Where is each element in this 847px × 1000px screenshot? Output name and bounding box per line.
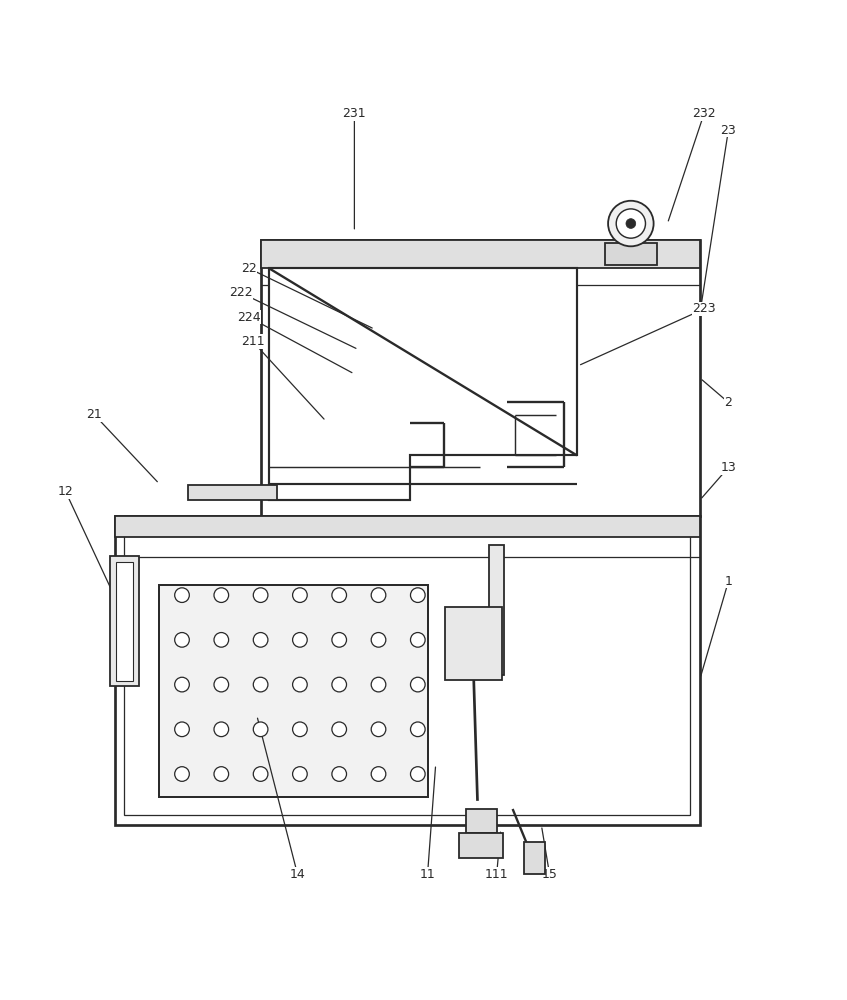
Bar: [125, 526, 690, 815]
Polygon shape: [269, 268, 577, 500]
Circle shape: [214, 767, 229, 781]
Circle shape: [214, 588, 229, 602]
Circle shape: [332, 677, 346, 692]
Bar: [605, 243, 657, 265]
Text: 232: 232: [692, 107, 716, 120]
Circle shape: [292, 767, 307, 781]
Circle shape: [253, 677, 268, 692]
Circle shape: [371, 767, 386, 781]
Text: 1: 1: [724, 575, 733, 588]
Text: 223: 223: [692, 302, 716, 315]
Circle shape: [174, 677, 190, 692]
Text: 15: 15: [541, 868, 557, 881]
Text: 21: 21: [86, 408, 102, 421]
Bar: [110, 556, 139, 686]
Text: 12: 12: [58, 485, 74, 498]
Bar: [459, 833, 503, 858]
Circle shape: [608, 201, 654, 246]
Bar: [466, 809, 496, 833]
Circle shape: [371, 677, 386, 692]
Circle shape: [253, 588, 268, 602]
Bar: [446, 607, 502, 680]
Text: 23: 23: [721, 124, 736, 137]
Circle shape: [411, 767, 425, 781]
Circle shape: [411, 722, 425, 737]
Circle shape: [626, 219, 636, 228]
Circle shape: [411, 677, 425, 692]
Text: 13: 13: [721, 461, 736, 474]
Circle shape: [214, 722, 229, 737]
Bar: [116, 562, 133, 681]
Text: 211: 211: [241, 335, 264, 348]
Circle shape: [617, 209, 645, 238]
Circle shape: [371, 722, 386, 737]
Circle shape: [332, 588, 346, 602]
Circle shape: [292, 633, 307, 647]
Circle shape: [214, 677, 229, 692]
Bar: [490, 545, 504, 675]
Circle shape: [332, 722, 346, 737]
Bar: [261, 240, 700, 516]
Circle shape: [292, 588, 307, 602]
Circle shape: [174, 588, 190, 602]
Circle shape: [174, 767, 190, 781]
Circle shape: [253, 722, 268, 737]
Circle shape: [292, 722, 307, 737]
Circle shape: [332, 633, 346, 647]
Circle shape: [411, 588, 425, 602]
Circle shape: [174, 722, 190, 737]
Text: 14: 14: [290, 868, 305, 881]
Circle shape: [253, 633, 268, 647]
Text: 231: 231: [342, 107, 366, 120]
Text: 2: 2: [724, 396, 733, 409]
Circle shape: [253, 767, 268, 781]
Bar: [524, 842, 545, 874]
Circle shape: [371, 633, 386, 647]
Bar: [188, 485, 277, 500]
Bar: [261, 240, 700, 268]
Text: 222: 222: [229, 286, 252, 299]
Circle shape: [292, 677, 307, 692]
Bar: [114, 516, 700, 825]
Circle shape: [174, 633, 190, 647]
Text: 11: 11: [420, 868, 435, 881]
Circle shape: [371, 588, 386, 602]
Circle shape: [411, 633, 425, 647]
Text: 22: 22: [241, 262, 257, 275]
Bar: [159, 585, 428, 797]
Text: 111: 111: [484, 868, 508, 881]
Circle shape: [332, 767, 346, 781]
Bar: [114, 516, 700, 537]
Text: 224: 224: [237, 311, 261, 324]
Circle shape: [214, 633, 229, 647]
